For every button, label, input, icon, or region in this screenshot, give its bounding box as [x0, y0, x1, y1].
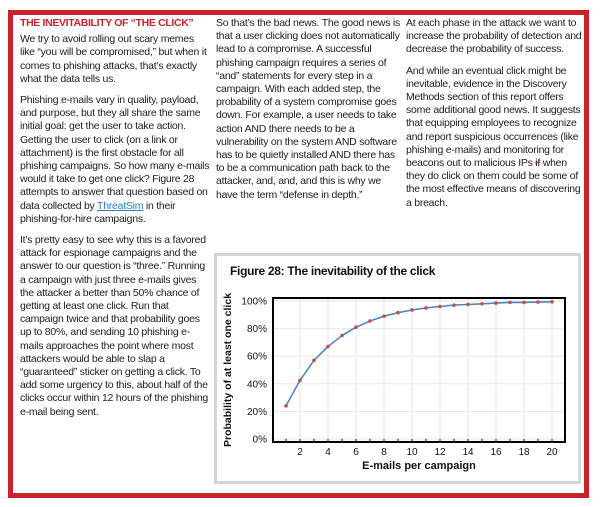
svg-text:40%: 40% [247, 379, 267, 390]
text-column-3: At each phase in the attack we want to i… [406, 17, 588, 218]
svg-text:4: 4 [325, 447, 331, 458]
svg-text:20: 20 [546, 447, 558, 458]
svg-text:100%: 100% [241, 297, 267, 308]
svg-text:80%: 80% [247, 324, 267, 335]
svg-text:8: 8 [381, 447, 387, 458]
report-page: THE INEVITABILITY OF “THE CLICK” We try … [8, 10, 589, 498]
svg-text:16: 16 [490, 447, 502, 458]
paragraph: We try to avoid rolling out scary memes … [20, 33, 207, 85]
struck-word: if [535, 157, 541, 170]
figure-28-box: Figure 28: The inevitability of the clic… [214, 253, 581, 484]
paragraph: It’s pretty easy to see why this is a fa… [20, 234, 209, 418]
svg-text:E-mails per campaign: E-mails per campaign [362, 460, 476, 472]
text-column-1: THE INEVITABILITY OF “THE CLICK” We try … [20, 17, 210, 427]
paragraph-text: when they do click on them could be some… [406, 157, 581, 209]
svg-text:6: 6 [353, 447, 359, 458]
svg-text:Probability of at least one cl: Probability of at least one click [222, 293, 234, 447]
threatsim-link[interactable]: ThreatSim [97, 199, 144, 212]
paragraph: So that’s the bad news. The good news is… [216, 17, 400, 201]
paragraph-text: Phishing e-mails vary in quality, payloa… [20, 94, 210, 212]
svg-text:0%: 0% [253, 435, 268, 446]
section-heading: THE INEVITABILITY OF “THE CLICK” [20, 17, 194, 29]
svg-text:12: 12 [434, 447, 446, 458]
svg-text:18: 18 [518, 447, 530, 458]
svg-text:20%: 20% [247, 407, 267, 418]
svg-text:14: 14 [462, 447, 474, 458]
paragraph: And while an eventual click might be ine… [406, 65, 588, 210]
figure-28-title: Figure 28: The inevitability of the clic… [230, 264, 436, 278]
paragraph-text: And while an eventual click might be ine… [406, 64, 581, 170]
paragraph-text: in their phishing-for-hire campaigns. [20, 199, 176, 225]
text-column-2: So that’s the bad news. The good news is… [216, 17, 403, 210]
svg-text:60%: 60% [247, 352, 267, 363]
paragraph: Phishing e-mails vary in quality, payloa… [20, 94, 210, 226]
svg-text:10: 10 [406, 447, 418, 458]
paragraph: At each phase in the attack we want to i… [406, 17, 582, 56]
svg-text:2: 2 [297, 447, 303, 458]
figure-28-chart: 0% 20% 40% 60% 80% 100% 2 4 6 8 10 12 14 16 18 20 E-mail… [222, 293, 566, 472]
